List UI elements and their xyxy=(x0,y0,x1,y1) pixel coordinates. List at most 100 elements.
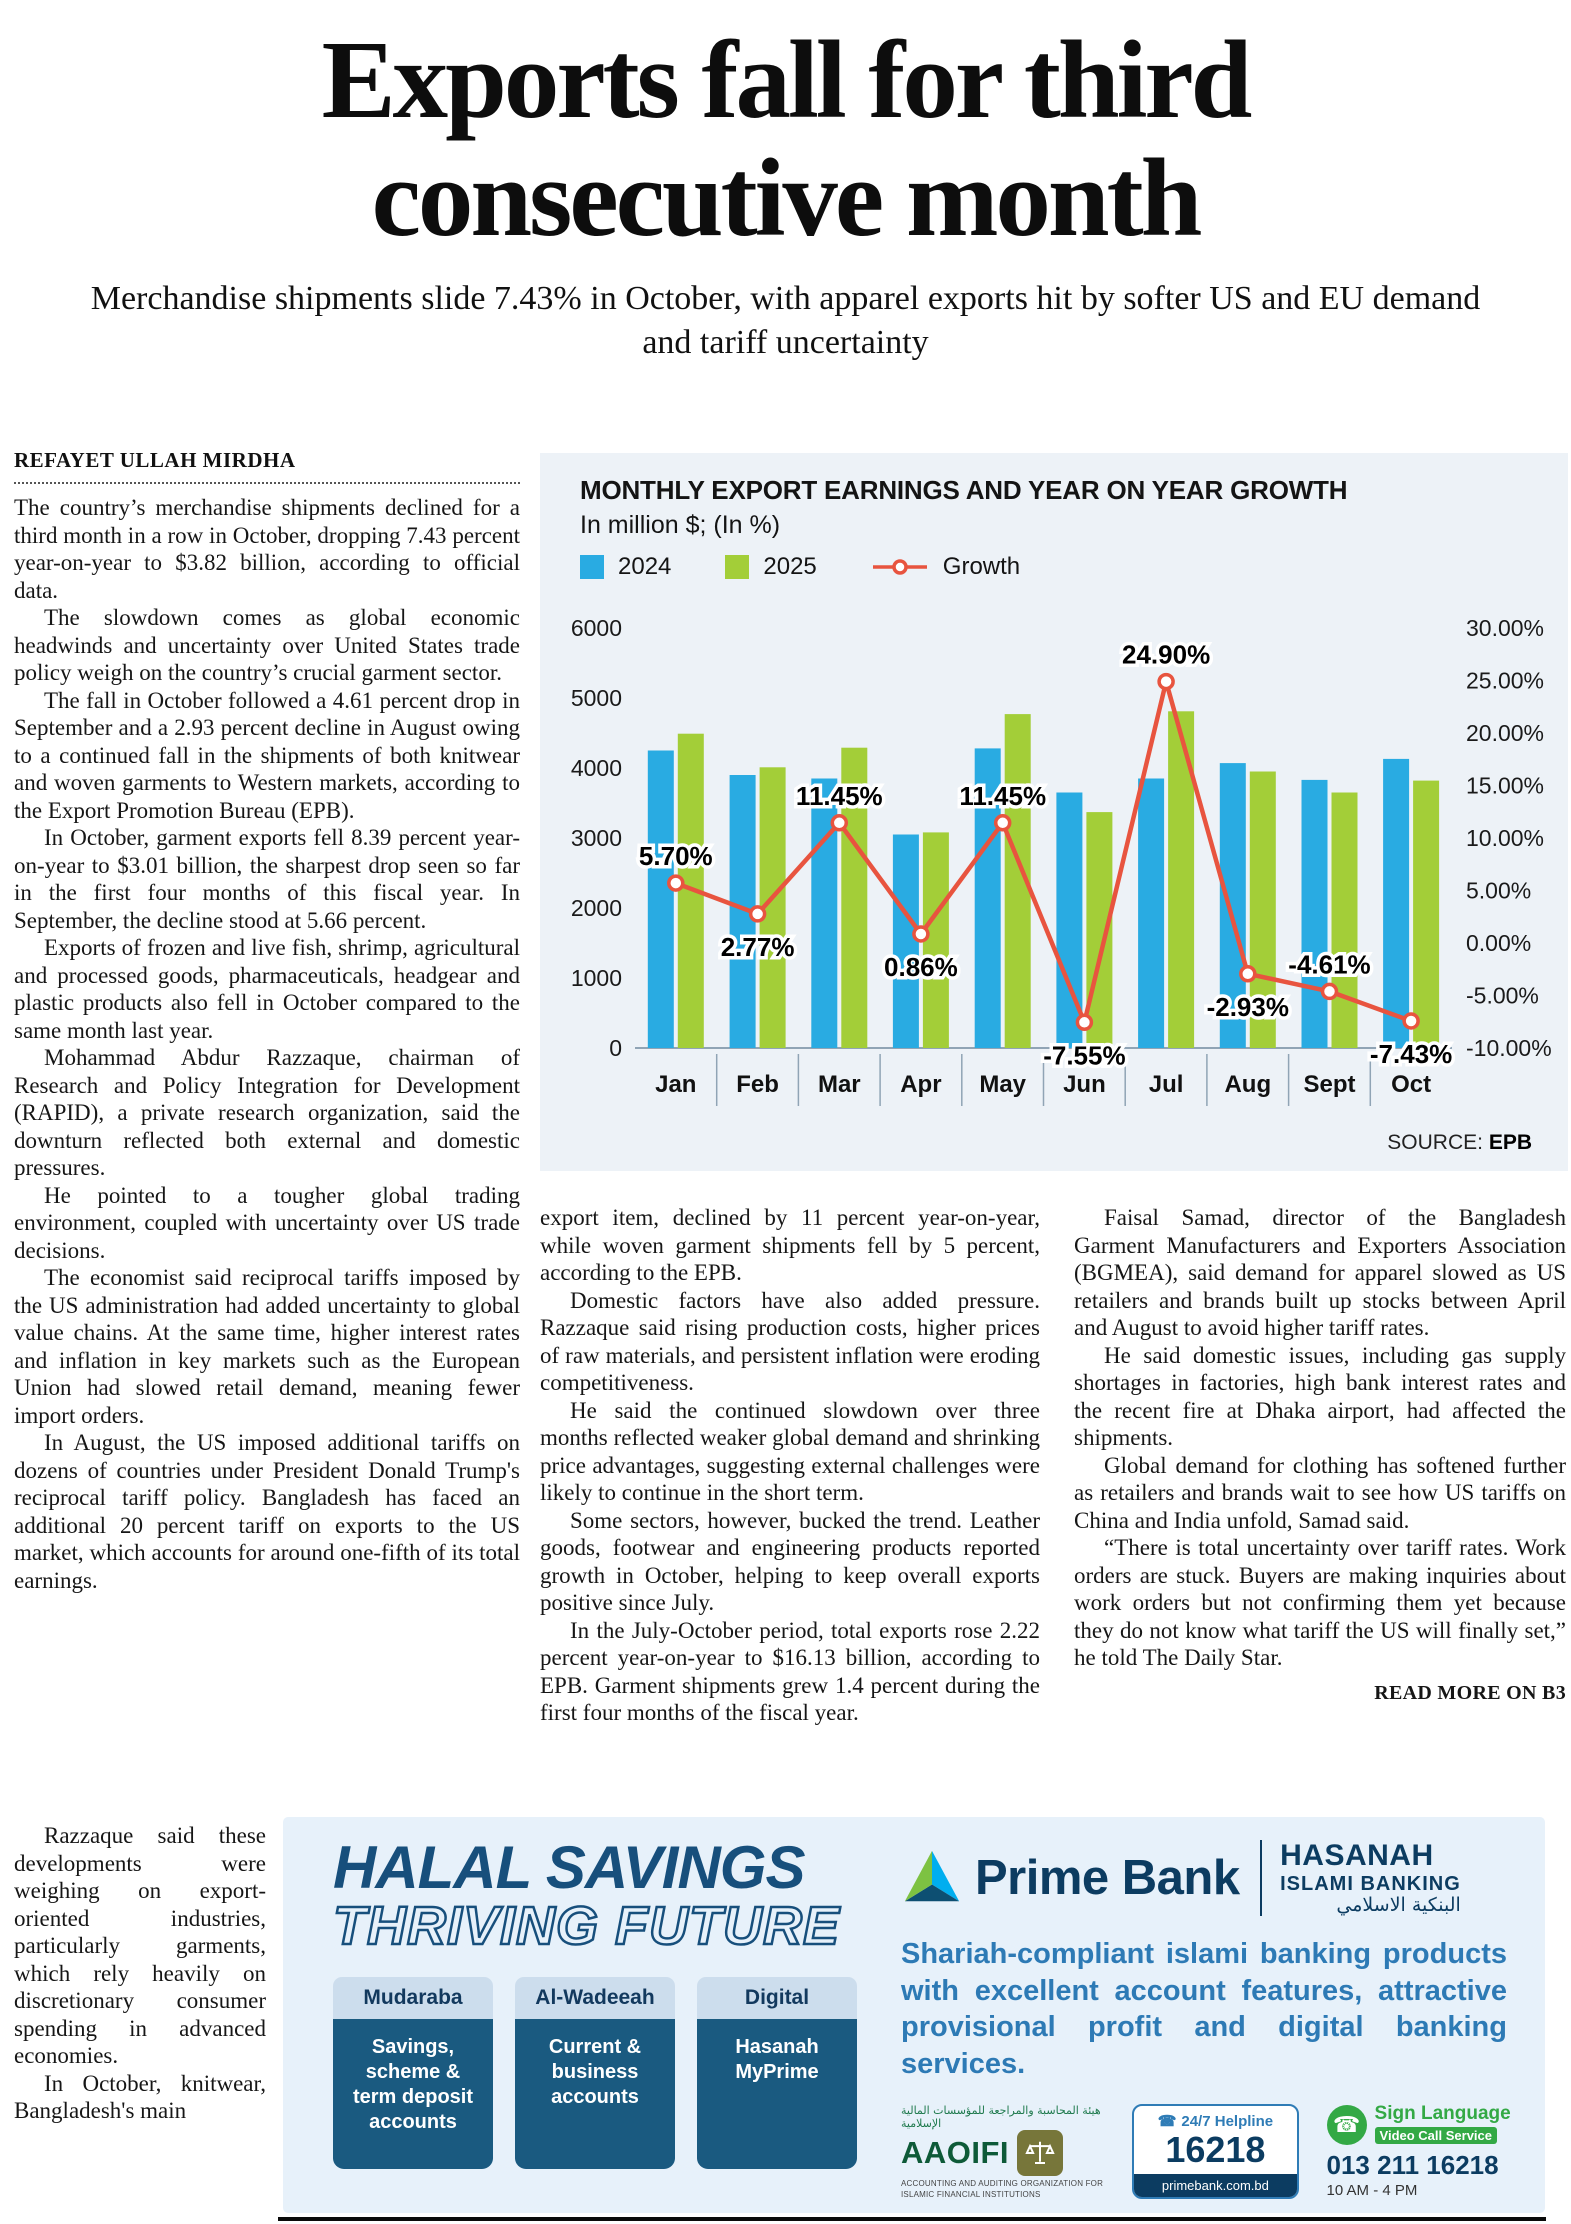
growth-value-labels: 5.70% 2.77% 11.45% 0.86% 11.45% -7.55% 24.90% -… xyxy=(635,636,1455,1074)
svg-text:Jan: Jan xyxy=(655,1071,696,1098)
svg-text:-7.55%: -7.55% xyxy=(1043,1040,1125,1070)
legend-swatch-2025 xyxy=(725,555,750,579)
article-paragraph: The fall in October followed a 4.61 perc… xyxy=(14,687,520,823)
bars-2024 xyxy=(647,748,1410,1048)
ad-headline-halal-savings: HALAL SAVINGS xyxy=(333,1834,805,1901)
headline: Exports fall for third consecutive month xyxy=(0,22,1571,257)
article-column-3: Faisal Samad, director of the Bangladesh… xyxy=(1074,1204,1566,1808)
ad-tagline: Shariah-compliant islami banking product… xyxy=(901,1938,1507,2080)
svg-text:2000: 2000 xyxy=(571,895,622,921)
growth-line-legend-icon xyxy=(872,559,927,575)
byline-block: REFAYET ULLAH MIRDHA xyxy=(14,448,520,484)
svg-text:Aug: Aug xyxy=(1224,1071,1271,1098)
ad-headline-thriving-future: THRIVING FUTURE xyxy=(332,1896,841,1957)
article-paragraph: In August, the US imposed additional tar… xyxy=(14,1430,520,1593)
svg-text:11.45%: 11.45% xyxy=(959,781,1046,811)
helpline-badge: ☎ 24/7 Helpline 16218 primebank.com.bd xyxy=(1132,2104,1299,2199)
svg-text:-5.00%: -5.00% xyxy=(1466,983,1539,1009)
headline-line-2: consecutive month xyxy=(371,136,1203,260)
article-paragraph: The economist said reciprocal tariffs im… xyxy=(14,1265,520,1428)
aaoifi-logo: هيئة المحاسبة والمراجعة للمؤسسات المالية… xyxy=(901,2104,1104,2199)
legend-swatch-2024 xyxy=(580,555,604,579)
brand-divider xyxy=(1259,1839,1263,1916)
svg-text:2.77%: 2.77% xyxy=(721,932,795,962)
svg-text:Jul: Jul xyxy=(1149,1071,1184,1098)
product-cards: Mudaraba Savings, scheme & term deposit … xyxy=(333,1976,873,2169)
article-paragraph: He pointed to a tougher global trading e… xyxy=(14,1182,520,1263)
article-paragraph: Razzaque said these developments were we… xyxy=(14,1823,266,2068)
chart-source: SOURCE: EPB xyxy=(1387,1131,1532,1154)
sign-language-badge: ☎ Sign Language Video Call Service 013 2… xyxy=(1326,2103,1513,2199)
svg-text:3000: 3000 xyxy=(571,825,622,851)
article-paragraph: export item, declined by 11 percent year… xyxy=(540,1205,1040,1285)
read-more-note: READ MORE ON B3 xyxy=(1374,1681,1566,1704)
product-card-body: Hasanah MyPrime xyxy=(697,2018,857,2169)
aaoifi-caption: ACCOUNTING AND AUDITING ORGANIZATION FOR… xyxy=(901,2179,1104,2199)
ad-left-section: HALAL SAVINGS THRIVING FUTURE Mudaraba S… xyxy=(332,1834,873,2169)
product-card-al-wadeeah: Al-Wadeeah Current & business accounts xyxy=(515,1976,675,2169)
prime-bank-wordmark: Prime Bank xyxy=(975,1850,1240,1905)
svg-text:4000: 4000 xyxy=(571,755,622,781)
byline: REFAYET ULLAH MIRDHA xyxy=(14,448,296,472)
article-paragraph: Global demand for clothing has softened … xyxy=(1074,1452,1566,1533)
article-paragraph: He said domestic issues, including gas s… xyxy=(1074,1342,1566,1451)
page-header: Exports fall for third consecutive month… xyxy=(0,22,1571,364)
svg-text:0.00%: 0.00% xyxy=(1466,930,1531,956)
subheadline: Merchandise shipments slide 7.43% in Oct… xyxy=(90,280,1481,361)
product-card-mudaraba: Mudaraba Savings, scheme & term deposit … xyxy=(333,1976,493,2169)
article-paragraph: The country’s merchandise shipments decl… xyxy=(14,495,520,603)
prime-bank-ad: HALAL SAVINGS THRIVING FUTURE Mudaraba S… xyxy=(283,1817,1545,2213)
product-card-title: Digital xyxy=(697,1976,857,2019)
svg-text:Mar: Mar xyxy=(818,1071,861,1098)
phone-icon: ☎ xyxy=(1157,2113,1177,2131)
svg-text:Jun: Jun xyxy=(1063,1071,1106,1098)
ad-right-section: Prime Bank HASANAH ISLAMI BANKING البنكي… xyxy=(901,1839,1513,2200)
svg-text:May: May xyxy=(979,1071,1026,1098)
chart-title: MONTHLY EXPORT EARNINGS AND YEAR ON YEAR… xyxy=(580,475,1348,505)
svg-text:Sept: Sept xyxy=(1303,1071,1355,1098)
aaoifi-arabic: هيئة المحاسبة والمراجعة للمؤسسات المالية… xyxy=(901,2104,1101,2131)
bars-2025 xyxy=(677,711,1440,1048)
product-card-title: Al-Wadeeah xyxy=(515,1976,675,2019)
chart-legend: 2024 2025 Growth xyxy=(580,553,1020,581)
article-column-2: export item, declined by 11 percent year… xyxy=(540,1204,1040,1808)
growth-line xyxy=(675,679,1412,1025)
article-paragraph: Exports of frozen and live fish, shrimp,… xyxy=(14,935,520,1043)
svg-text:Feb: Feb xyxy=(736,1071,779,1098)
article-paragraph: In the July-October period, total export… xyxy=(540,1617,1040,1726)
export-chart: MONTHLY EXPORT EARNINGS AND YEAR ON YEAR… xyxy=(540,453,1568,1171)
svg-text:-7.43%: -7.43% xyxy=(1370,1039,1452,1069)
svg-text:25.00%: 25.00% xyxy=(1466,668,1544,694)
svg-text:Apr: Apr xyxy=(900,1071,941,1098)
article-paragraph: He said the continued slowdown over thre… xyxy=(540,1397,1040,1506)
video-call-icon: ☎ xyxy=(1326,2104,1367,2145)
svg-text:5000: 5000 xyxy=(571,685,622,711)
svg-text:20.00%: 20.00% xyxy=(1466,720,1544,746)
helpline-website: primebank.com.bd xyxy=(1134,2173,1297,2197)
hasanah-brand: HASANAH ISLAMI BANKING البنكية الاسلامي xyxy=(1280,1839,1461,1916)
prime-bank-logo-icon xyxy=(904,1850,960,1901)
product-card-body: Savings, scheme & term deposit accounts xyxy=(333,2018,493,2169)
chart-plot-area: 0 1000 2000 3000 4000 5000 6000 -10.00% -5.00% 0.… xyxy=(571,615,1552,1106)
product-card-digital: Digital Hasanah MyPrime xyxy=(697,1976,857,2169)
product-card-body: Current & business accounts xyxy=(515,2018,675,2169)
svg-text:-2.93%: -2.93% xyxy=(1207,992,1289,1022)
legend-label-2024: 2024 xyxy=(618,553,672,580)
article-paragraph: Faisal Samad, director of the Bangladesh… xyxy=(1074,1205,1566,1340)
svg-text:30.00%: 30.00% xyxy=(1466,615,1544,641)
hasanah-arabic: البنكية الاسلامي xyxy=(1336,1893,1461,1916)
scales-icon xyxy=(1017,2130,1064,2177)
helpline-number: 16218 xyxy=(1165,2129,1266,2171)
svg-text:5.70%: 5.70% xyxy=(639,841,713,871)
svg-text:10.00%: 10.00% xyxy=(1466,825,1544,851)
article-paragraph: Mohammad Abdur Razzaque, chairman of Res… xyxy=(14,1045,520,1180)
svg-text:-10.00%: -10.00% xyxy=(1466,1035,1552,1061)
svg-text:11.45%: 11.45% xyxy=(796,781,883,811)
svg-text:6000: 6000 xyxy=(571,615,622,641)
brand-row: Prime Bank HASANAH ISLAMI BANKING البنكي… xyxy=(901,1839,1513,1916)
x-axis: Jan Feb Mar Apr May Jun Jul Aug Sept Oct xyxy=(655,1054,1431,1106)
legend-label-growth: Growth xyxy=(942,553,1021,580)
svg-text:0: 0 xyxy=(609,1035,622,1061)
sign-language-number: 013 211 16218 xyxy=(1326,2150,1499,2181)
svg-text:5.00%: 5.00% xyxy=(1466,878,1531,904)
